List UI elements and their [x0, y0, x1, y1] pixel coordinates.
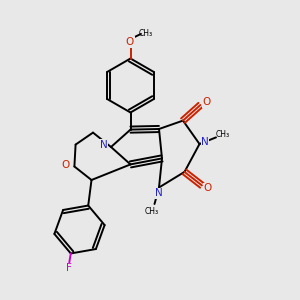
Text: O: O [204, 183, 212, 194]
Text: N: N [100, 140, 107, 150]
Text: CH₃: CH₃ [139, 28, 153, 38]
Text: CH₃: CH₃ [215, 130, 230, 139]
Text: O: O [126, 37, 134, 47]
Text: O: O [202, 97, 211, 107]
Text: CH₃: CH₃ [145, 207, 159, 216]
Text: F: F [66, 263, 72, 274]
Text: O: O [62, 160, 70, 170]
Text: N: N [201, 136, 209, 147]
Text: N: N [155, 188, 163, 199]
